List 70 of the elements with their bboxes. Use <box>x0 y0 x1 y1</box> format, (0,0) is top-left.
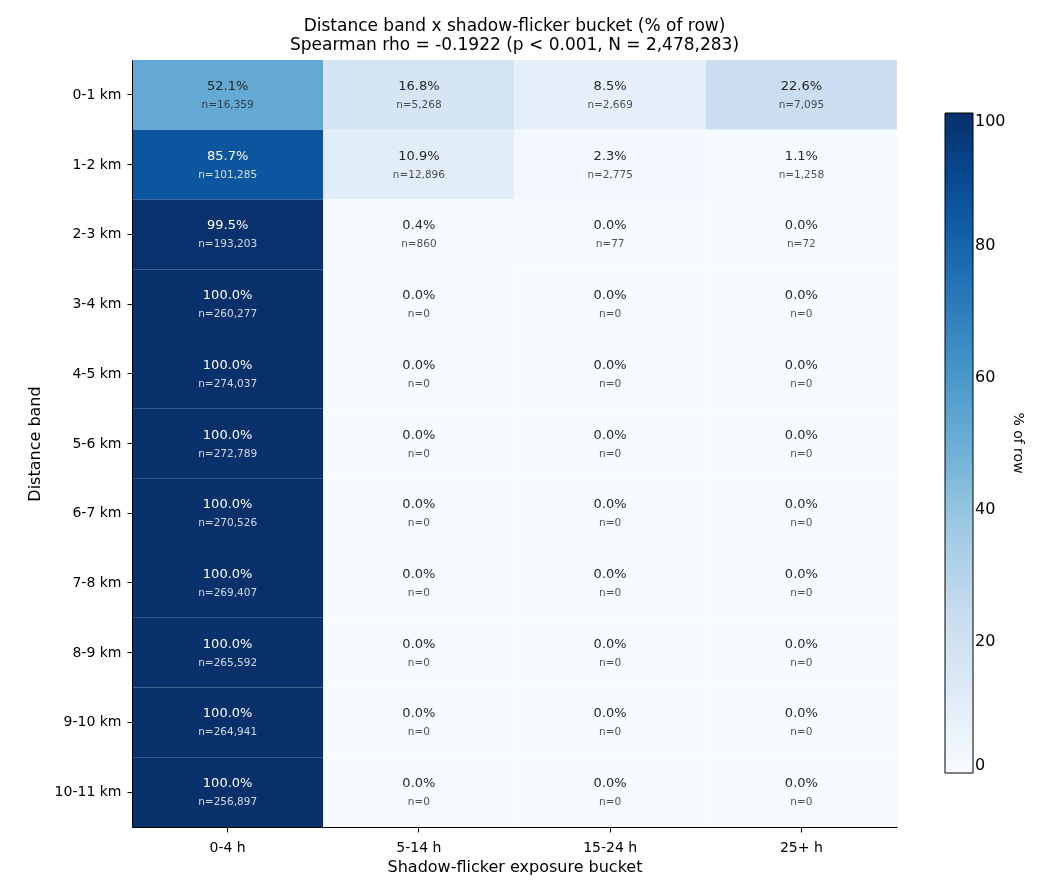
text: 0.0% n=0 <box>593 356 627 389</box>
text: 0.0% n=0 <box>593 426 627 459</box>
text: 0.0% n=0 <box>402 705 436 738</box>
x-tick-label: 5-14 h <box>396 838 442 855</box>
text: 22.6% n=7,095 <box>778 77 825 110</box>
text: 0.0% n=0 <box>402 635 436 668</box>
text: 0.0% n=0 <box>784 565 818 598</box>
color-bar-label: 0 <box>975 755 986 774</box>
text: 52.1% n=16,359 <box>201 77 254 110</box>
text: 99.5% n=193,203 <box>198 217 258 250</box>
text: 0.0% n=0 <box>784 635 818 668</box>
text: 0.0% n=0 <box>593 635 627 668</box>
text: 100.0% n=269,407 <box>198 565 258 598</box>
text: 0.0% n=0 <box>402 356 436 389</box>
text: 0.0% n=0 <box>784 426 818 459</box>
y-tick-label: 10-11 km <box>54 783 122 800</box>
text: 100.0% n=274,037 <box>198 356 258 389</box>
text: 0.0% n=0 <box>402 496 436 529</box>
y-tick-label: 2-3 km <box>72 225 122 242</box>
y-axis-title: Distance band <box>24 386 44 502</box>
text: 0.0% n=72 <box>784 217 818 250</box>
text: 0.0% n=77 <box>593 217 627 250</box>
text: 100.0% n=265,592 <box>198 635 258 668</box>
chart-subtitle: Spearman rho = -0.1922 (p < 0.001, N = 2,478,283) <box>289 34 740 54</box>
y-tick-label: 7-8 km <box>72 573 122 590</box>
text: 0.0% n=0 <box>402 565 436 598</box>
x-tick-label: 15-24 h <box>583 838 638 855</box>
text: 8.5% n=2,669 <box>587 77 633 110</box>
color-bar-title: % of row <box>1011 412 1027 474</box>
text: 0.0% n=0 <box>402 775 436 808</box>
color-bar-label: 100 <box>975 111 1006 130</box>
text: 0.0% n=0 <box>784 496 818 529</box>
text: 100.0% n=264,941 <box>198 705 258 738</box>
y-tick-label: 0-1 km <box>72 85 122 102</box>
text: 100.0% n=272,789 <box>198 426 258 459</box>
chart-title: Distance band x shadow-flicker bucket (% of row) <box>303 15 726 35</box>
y-tick-label: 3-4 km <box>72 295 122 312</box>
text: 100.0% n=260,277 <box>198 287 258 320</box>
x-tick-label: 25+ h <box>779 838 823 855</box>
text: 0.0% n=0 <box>402 426 436 459</box>
text: 0.0% n=0 <box>784 356 818 389</box>
text: 0.0% n=0 <box>784 287 818 320</box>
x-tick-label: 0-4 h <box>209 838 246 855</box>
y-tick-label: 8-9 km <box>72 643 122 660</box>
text: 0.0% n=0 <box>402 287 436 320</box>
text: 1.1% n=1,258 <box>778 147 825 180</box>
text: 0.0% n=0 <box>593 775 627 808</box>
y-tick-label: 5-6 km <box>72 434 122 451</box>
color-bar-label: 80 <box>975 235 996 254</box>
y-tick-label: 1-2 km <box>72 155 122 172</box>
color-bar-label: 60 <box>975 367 996 386</box>
text: 0.0% n=0 <box>593 565 627 598</box>
y-tick-label: 4-5 km <box>72 364 122 381</box>
text: 100.0% n=256,897 <box>198 775 258 808</box>
color-bar-label: 20 <box>975 631 996 650</box>
y-tick-label: 6-7 km <box>72 504 122 521</box>
y-tick-label: 9-10 km <box>63 713 122 730</box>
x-axis-title: Shadow-flicker exposure bucket <box>387 856 643 876</box>
text: 85.7% n=101,285 <box>198 147 258 180</box>
text: 0.0% n=0 <box>784 775 818 808</box>
text: 0.0% n=0 <box>593 705 627 738</box>
text: 0.0% n=0 <box>593 287 627 320</box>
text: 0.4% n=860 <box>401 217 437 250</box>
text: 0.0% n=0 <box>784 705 818 738</box>
color-bar-label: 40 <box>975 499 996 518</box>
text: 100.0% n=270,526 <box>198 496 258 529</box>
text: 10.9% n=12,896 <box>392 147 445 180</box>
text: 0.0% n=0 <box>593 496 627 529</box>
text: 16.8% n=5,268 <box>396 77 442 110</box>
text: 2.3% n=2,775 <box>587 147 633 180</box>
